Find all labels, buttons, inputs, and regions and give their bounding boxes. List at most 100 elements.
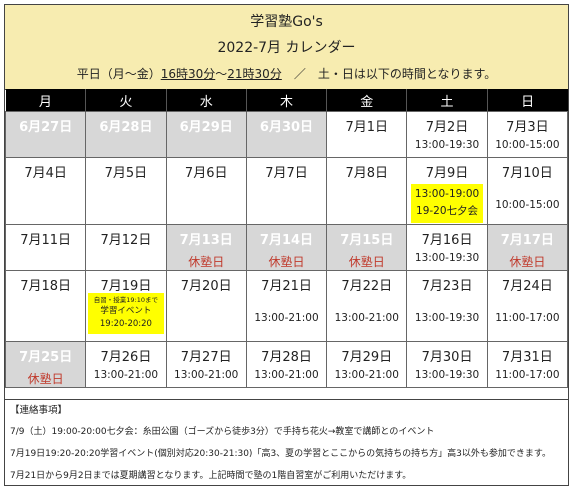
day-hours: 13:00-19:30 — [414, 139, 480, 151]
closed-label: 休塾日 — [27, 372, 64, 386]
weekday-header: 土 — [406, 89, 488, 112]
day-date: 7月14日 — [259, 233, 314, 248]
day-date: 7月15日 — [340, 233, 394, 248]
weekday-header: 火 — [85, 89, 167, 112]
note-item: 7月19日19:20-20:20学習イベント(個別対応20:30-21:30)「… — [10, 449, 551, 459]
note-item: 7/9（土）19:00-20:00七夕会：糸田公園（ゴーズから徒歩3分）で手持ち… — [10, 427, 435, 437]
day-cell: 7月31日 11:00-17:00 — [486, 341, 569, 388]
day-date: 7月12日 — [100, 233, 152, 248]
weekday-header: 日 — [487, 89, 568, 112]
weekday-header: 金 — [326, 89, 408, 112]
day-date: 6月29日 — [179, 120, 233, 135]
day-date: 7月20日 — [180, 279, 232, 294]
day-hours: 13:00-19:30 — [414, 369, 480, 381]
day-cell: 7月14日 休塾日 — [245, 224, 328, 271]
day-cell: 7月29日 13:00-21:00 — [326, 341, 408, 388]
weekday-header: 月 — [5, 89, 87, 112]
day-cell: 7月2日 13:00-19:30 — [406, 111, 488, 158]
closed-label: 休塾日 — [509, 255, 546, 269]
day-cell: 6月27日 — [4, 111, 87, 158]
day-hours: 13:00-21:00 — [334, 369, 399, 381]
day-cell: 7月26日 13:00-21:00 — [85, 341, 167, 388]
day-date: 7月27日 — [180, 350, 232, 365]
weekday-header: 木 — [246, 89, 328, 112]
day-cell: 7月11日 — [4, 224, 87, 271]
school-name: 学習塾Go's — [250, 14, 323, 30]
day-date: 7月28日 — [261, 350, 312, 365]
day-cell: 7月7日 — [245, 157, 328, 225]
day-date: 7月1日 — [345, 120, 389, 135]
day-cell: 7月12日 — [85, 224, 167, 271]
calendar-body: 6月27日 6月28日 6月29日 6月30日 7月1日 7月2日 13:00-19:30 7… — [4, 111, 569, 388]
day-cell: 7月22日 13:00-21:00 — [326, 270, 408, 342]
event-line: 学習イベント — [100, 306, 152, 316]
day-cell: 6月30日 — [245, 111, 328, 158]
day-date: 6月30日 — [259, 120, 314, 135]
hours-end: 21時30分 — [227, 67, 282, 81]
day-date: 7月8日 — [345, 166, 389, 181]
closed-label: 休塾日 — [348, 255, 385, 269]
event-line: 19:20-20:20 — [99, 319, 152, 329]
day-hours: 13:00-21:00 — [254, 369, 319, 381]
week-row: 7月11日 7月12日 7月13日 休塾日 7月14日 休塾日 7月15日 休塾日 7月16日 1… — [4, 224, 569, 271]
day-hours: 13:00-21:00 — [334, 312, 399, 324]
day-date: 7月4日 — [24, 166, 67, 181]
event-line: 13:00-19:00 — [414, 188, 480, 200]
day-date: 7月26日 — [100, 350, 152, 365]
day-hours: 13:00-19:30 — [414, 252, 480, 264]
event-highlight: 13:00-19:00 19-20七夕会 — [411, 184, 484, 223]
day-cell: 7月6日 — [165, 157, 247, 225]
day-cell: 7月9日 13:00-19:00 19-20七夕会 — [406, 157, 488, 225]
day-date: 7月22日 — [341, 279, 393, 294]
day-date: 7月17日 — [500, 233, 554, 248]
day-date: 7月6日 — [184, 166, 228, 181]
day-date: 7月30日 — [421, 350, 473, 365]
event-line: 19-20七夕会 — [416, 205, 479, 217]
day-date: 7月24日 — [501, 279, 553, 294]
day-date: 6月28日 — [99, 120, 153, 135]
day-date: 7月5日 — [104, 166, 148, 181]
day-cell: 7月27日 13:00-21:00 — [165, 341, 247, 388]
day-date: 6月27日 — [19, 120, 73, 135]
calendar-sheet: 学習塾Go's 2022-7月 カレンダー 平日（月〜金）16時30分〜21時3… — [4, 4, 569, 486]
day-cell: 7月18日 — [4, 270, 87, 342]
day-cell: 7月16日 13:00-19:30 — [406, 224, 488, 271]
day-hours: 11:00-17:00 — [495, 369, 560, 381]
week-row: 6月27日 6月28日 6月29日 6月30日 7月1日 7月2日 13:00-19:30 7… — [4, 111, 569, 158]
day-cell: 6月28日 — [85, 111, 167, 158]
day-date: 7月18日 — [20, 279, 72, 294]
calendar-title: 2022-7月 カレンダー — [217, 40, 356, 56]
week-row: 7月18日 7月19日 自習・授業19:10まで 学習イベント 19:20-20:20 7… — [4, 270, 569, 342]
note-item: 7月21日から9月2日までは夏期講習となります。上記時間で塾の1階自習室がご利用… — [10, 471, 412, 481]
day-cell: 7月10日 10:00-15:00 — [486, 157, 569, 225]
day-hours: 13:00-21:00 — [93, 369, 159, 381]
day-cell: 6月29日 — [165, 111, 247, 158]
calendar-grid: 月火水木金土日 6月27日 6月28日 6月29日 6月30日 7月1日 7月2日 13:0… — [4, 89, 569, 388]
day-cell: 7月30日 13:00-19:30 — [406, 341, 488, 388]
calendar-header: 学習塾Go's 2022-7月 カレンダー 平日（月〜金）16時30分〜21時3… — [5, 5, 568, 90]
day-hours: 11:00-17:00 — [495, 312, 560, 324]
day-cell: 7月13日 休塾日 — [165, 224, 247, 271]
day-cell: 7月17日休塾日 — [486, 224, 569, 271]
day-date: 7月11日 — [20, 233, 72, 248]
day-cell: 7月8日 — [326, 157, 408, 225]
hours-tilde: 〜 — [215, 67, 228, 81]
day-date: 7月13日 — [179, 233, 233, 248]
day-date: 7月23日 — [421, 279, 473, 294]
day-cell: 7月15日休塾日 — [326, 224, 408, 271]
day-date: 7月16日 — [421, 233, 473, 248]
event-note: 自習・授業19:10まで — [93, 296, 159, 304]
day-cell: 7月23日 13:00-19:30 — [406, 270, 488, 342]
notes-section: 【連絡事項】 7/9（土）19:00-20:00七夕会：糸田公園（ゴーズから徒歩… — [5, 399, 568, 486]
notes-title: 【連絡事項】 — [10, 405, 68, 416]
day-date: 7月2日 — [425, 120, 469, 135]
day-hours: 13:00-19:30 — [414, 312, 480, 324]
hours-prefix: 平日（月〜金） — [76, 67, 161, 81]
day-cell: 7月20日 — [165, 270, 247, 342]
hours-start: 16時30分 — [160, 67, 216, 81]
day-cell: 7月1日 — [326, 111, 408, 158]
day-cell: 7月19日 自習・授業19:10まで 学習イベント 19:20-20:20 — [85, 270, 167, 342]
day-date: 7月9日 — [425, 166, 469, 181]
day-hours: 10:00-15:00 — [495, 139, 560, 151]
day-hours: 10:00-15:00 — [495, 199, 560, 211]
